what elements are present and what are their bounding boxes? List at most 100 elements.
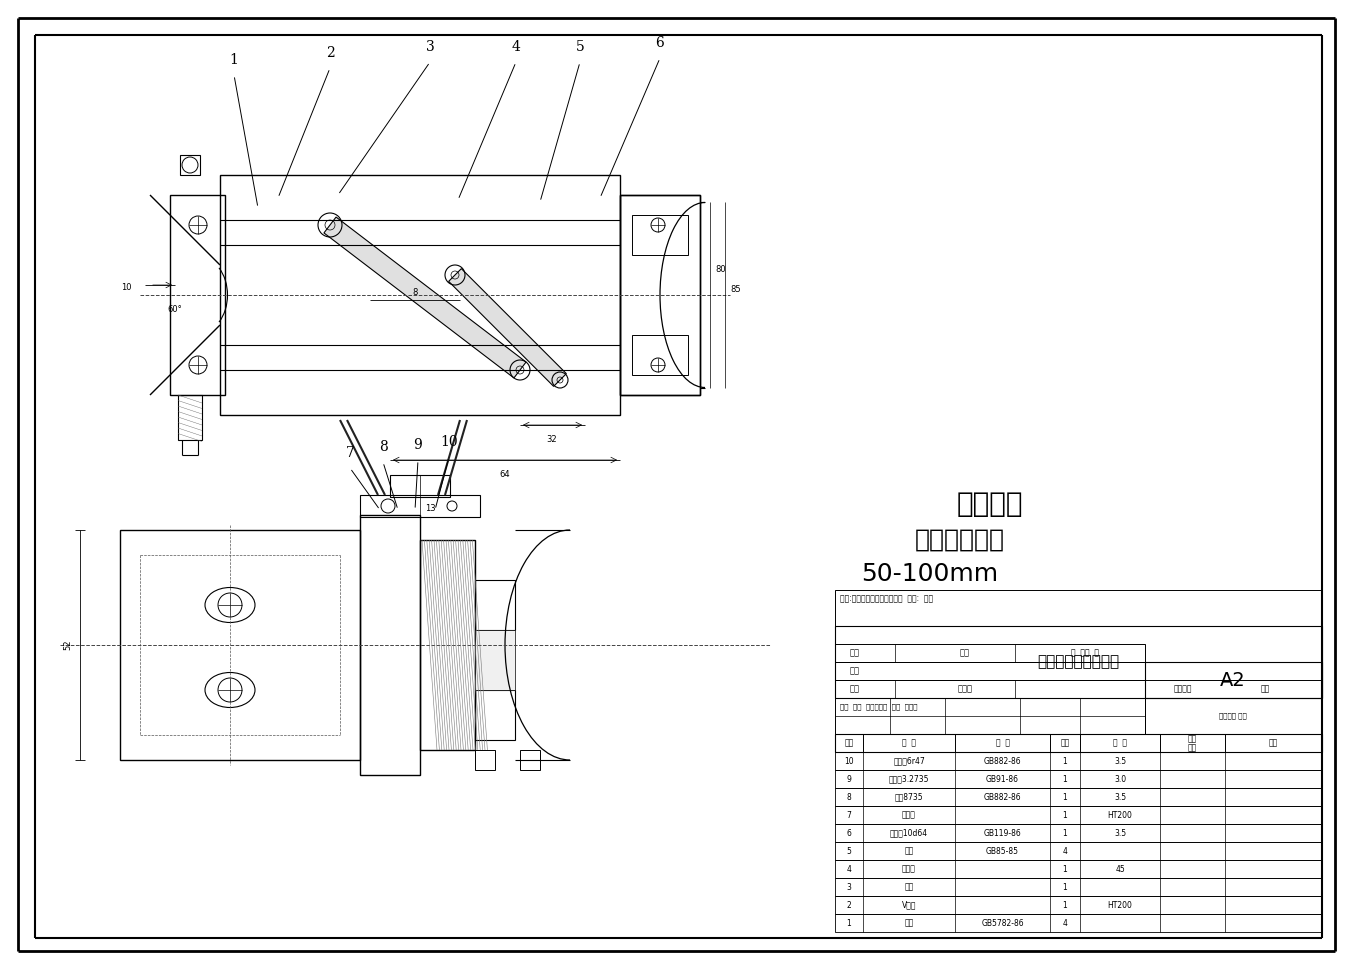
Bar (620, 195, 700, 395)
Text: 8: 8 (847, 793, 851, 801)
Text: 64: 64 (499, 470, 510, 479)
Bar (221, 175, 620, 415)
Text: 3.0: 3.0 (1114, 774, 1126, 784)
Text: 1: 1 (1062, 900, 1068, 910)
Bar (835, 662, 1145, 680)
Bar (120, 530, 360, 760)
Text: 联杆: 联杆 (904, 847, 913, 856)
Text: 工艺: 工艺 (850, 648, 861, 658)
Text: GB5782-86: GB5782-86 (981, 919, 1024, 927)
Text: 4: 4 (847, 864, 851, 873)
Text: 60°: 60° (168, 305, 183, 315)
Text: 3.5: 3.5 (1114, 828, 1126, 837)
Bar (360, 515, 419, 775)
Bar (835, 806, 1322, 824)
Text: 支撑板: 支撑板 (902, 810, 916, 820)
Text: 备注: 备注 (1269, 738, 1279, 747)
Bar (835, 590, 1322, 626)
Text: 阶段材料 比例: 阶段材料 比例 (1219, 712, 1247, 719)
Text: 1: 1 (1062, 810, 1068, 820)
Text: A2: A2 (1220, 671, 1246, 690)
Text: 3: 3 (847, 883, 851, 891)
Text: GB882-86: GB882-86 (984, 757, 1022, 766)
Text: 8: 8 (379, 440, 387, 454)
Text: 销轲8735: 销轲8735 (894, 793, 923, 801)
Bar (835, 914, 1322, 932)
Text: 9: 9 (847, 774, 851, 784)
Bar (835, 788, 1322, 806)
Bar (1145, 662, 1322, 698)
Bar (835, 734, 1322, 752)
Bar (835, 626, 1322, 698)
Text: 名  称: 名 称 (902, 738, 916, 747)
Text: 9: 9 (414, 438, 422, 452)
Text: 7: 7 (345, 446, 354, 460)
Text: 3: 3 (426, 40, 434, 54)
Bar (835, 878, 1322, 896)
Text: GB91-86: GB91-86 (986, 774, 1019, 784)
Bar (1145, 680, 1322, 698)
Text: 2: 2 (847, 900, 851, 910)
Text: 85: 85 (731, 286, 740, 295)
Text: 45: 45 (1115, 864, 1124, 873)
Text: 圆柱阉10d64: 圆柱阉10d64 (890, 828, 928, 837)
Text: 5: 5 (847, 847, 851, 856)
Polygon shape (323, 217, 526, 378)
Bar (632, 335, 687, 375)
Text: 液压机械手夹持机构: 液压机械手夹持机构 (1036, 654, 1119, 670)
Bar (390, 475, 451, 497)
Text: GB119-86: GB119-86 (984, 828, 1022, 837)
Text: 50-100mm: 50-100mm (862, 562, 999, 586)
Text: 开口限3.2735: 开口限3.2735 (889, 774, 930, 784)
Text: 4: 4 (1062, 919, 1068, 927)
Bar (835, 680, 1145, 698)
Text: 阶段标记: 阶段标记 (1174, 684, 1192, 694)
Text: 1: 1 (1062, 793, 1068, 801)
Text: 3.5: 3.5 (1114, 757, 1126, 766)
Text: 7: 7 (847, 810, 851, 820)
Bar (835, 824, 1322, 842)
Text: 单件
重量: 单件 重量 (1188, 734, 1197, 752)
Bar (835, 770, 1322, 788)
Text: 材  料: 材 料 (1114, 738, 1127, 747)
Bar (520, 750, 540, 770)
Text: 螺柱: 螺柱 (904, 919, 913, 927)
Text: 标准化: 标准化 (958, 684, 973, 694)
Bar (170, 195, 225, 395)
Bar (835, 896, 1322, 914)
Text: 1: 1 (1062, 757, 1068, 766)
Bar (475, 690, 515, 740)
Text: 2: 2 (326, 46, 334, 60)
Text: 开口限6r47: 开口限6r47 (893, 757, 925, 766)
Text: 活塞杆: 活塞杆 (902, 864, 916, 873)
Text: 4: 4 (1062, 847, 1068, 856)
Text: 6: 6 (847, 828, 851, 837)
Text: 审核: 审核 (850, 667, 861, 675)
Text: 夹持工件直径: 夹持工件直径 (915, 528, 1005, 552)
Text: 4: 4 (511, 40, 521, 54)
Text: 52: 52 (64, 640, 73, 650)
Text: GB882-86: GB882-86 (984, 793, 1022, 801)
Bar (835, 698, 1145, 734)
Text: 技术要求: 技术要求 (957, 490, 1023, 518)
Bar (835, 752, 1322, 770)
Text: 设计: 设计 (850, 684, 861, 694)
Text: 批准: 批准 (961, 648, 970, 658)
Text: 8: 8 (413, 288, 418, 297)
Text: 10: 10 (440, 435, 457, 449)
Bar (835, 860, 1322, 878)
Text: GB85-85: GB85-85 (986, 847, 1019, 856)
Bar (632, 215, 687, 255)
Text: 10: 10 (844, 757, 854, 766)
Text: 数量: 数量 (1061, 738, 1070, 747)
Text: 序号: 序号 (844, 738, 854, 747)
Text: 1: 1 (1062, 828, 1068, 837)
Bar (620, 195, 700, 395)
Text: 5: 5 (575, 40, 584, 54)
Text: 13: 13 (425, 504, 436, 513)
Polygon shape (449, 268, 567, 387)
Bar (360, 495, 480, 517)
Bar (180, 155, 200, 175)
Text: 比例: 比例 (1261, 684, 1269, 694)
Text: V型块: V型块 (901, 900, 916, 910)
